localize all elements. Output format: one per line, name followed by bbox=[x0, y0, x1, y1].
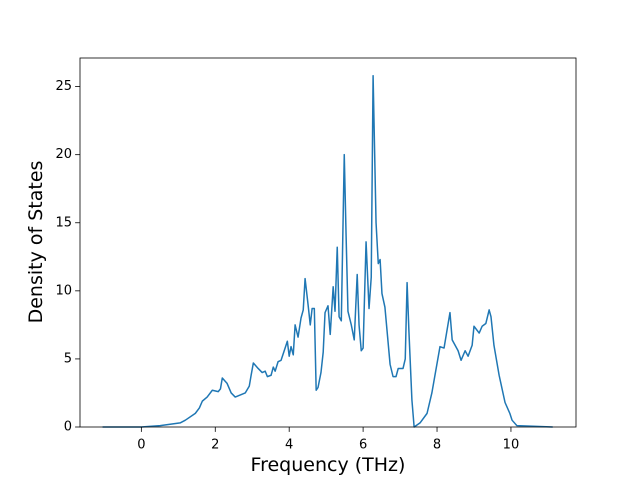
y-tick-label: 15 bbox=[55, 215, 72, 230]
x-tick-label: 8 bbox=[433, 438, 441, 453]
x-tick-label: 0 bbox=[137, 438, 145, 453]
x-tick-label: 6 bbox=[359, 438, 367, 453]
x-tick-label: 2 bbox=[211, 438, 219, 453]
x-tick-label: 4 bbox=[285, 438, 293, 453]
y-tick-label: 20 bbox=[55, 147, 72, 162]
x-axis-label: Frequency (THz) bbox=[251, 454, 406, 476]
line-series bbox=[102, 74, 553, 428]
y-tick-label: 25 bbox=[55, 79, 72, 94]
x-tick-label: 10 bbox=[503, 438, 520, 453]
plot-frame bbox=[79, 57, 577, 428]
y-tick-label: 10 bbox=[55, 283, 72, 298]
y-tick-label: 0 bbox=[64, 420, 72, 435]
y-tick-label: 5 bbox=[64, 351, 72, 366]
y-axis-label: Density of States bbox=[25, 161, 47, 324]
